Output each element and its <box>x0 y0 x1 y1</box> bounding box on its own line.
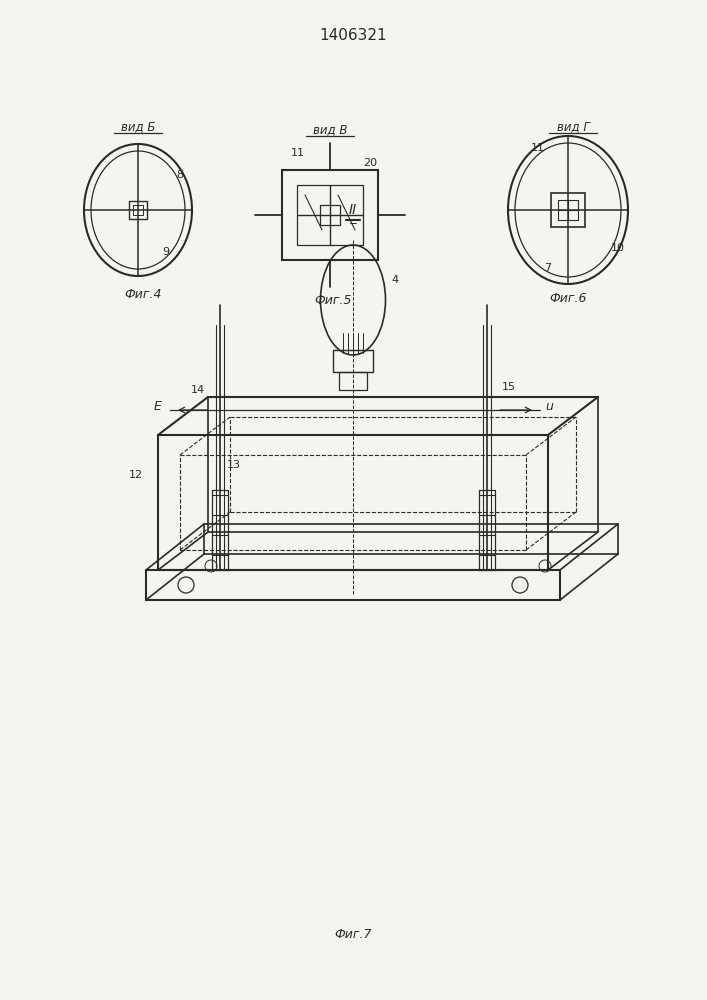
Text: 11: 11 <box>531 143 545 153</box>
Text: 12: 12 <box>129 470 143 480</box>
Text: II: II <box>349 203 357 217</box>
Bar <box>297 185 363 245</box>
Text: u: u <box>545 400 553 414</box>
Bar <box>129 201 147 219</box>
Text: Фиг.7: Фиг.7 <box>334 928 372 942</box>
Text: Фиг.5: Фиг.5 <box>314 294 352 306</box>
Bar <box>558 200 578 220</box>
Text: 9: 9 <box>163 247 170 257</box>
Text: 10: 10 <box>611 243 625 253</box>
Text: 14: 14 <box>191 385 205 395</box>
Bar <box>339 372 367 390</box>
Text: 7: 7 <box>544 263 551 273</box>
Bar <box>320 205 340 225</box>
Text: 11: 11 <box>291 148 305 158</box>
Text: 15: 15 <box>502 382 516 392</box>
Text: вид Г: вид Г <box>556 120 590 133</box>
Text: 13: 13 <box>227 460 241 470</box>
Text: 20: 20 <box>363 158 377 168</box>
Text: Е: Е <box>154 400 162 414</box>
Text: Фиг.6: Фиг.6 <box>549 292 587 304</box>
Text: 8: 8 <box>177 170 184 180</box>
Text: вид Б: вид Б <box>121 120 156 133</box>
Text: Фиг.4: Фиг.4 <box>124 288 162 302</box>
Bar <box>333 350 373 372</box>
Text: 1406321: 1406321 <box>319 27 387 42</box>
Bar <box>282 170 378 260</box>
Bar <box>551 193 585 227</box>
Bar <box>133 205 143 215</box>
Text: 4: 4 <box>392 275 399 285</box>
Text: вид В: вид В <box>312 123 347 136</box>
